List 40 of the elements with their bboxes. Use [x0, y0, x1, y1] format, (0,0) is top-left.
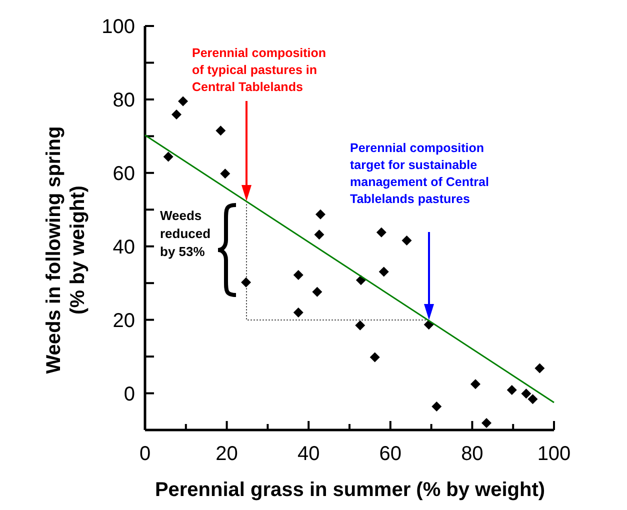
annotation: Perennial composition target for sustainable management of Central Tablelands pastures	[350, 141, 489, 206]
point	[178, 96, 188, 106]
y-tick-label: 80	[112, 89, 135, 112]
point	[470, 379, 480, 390]
point	[293, 270, 304, 280]
point	[376, 227, 386, 238]
x-tick-label: 0	[139, 443, 151, 465]
point	[312, 286, 322, 297]
y-tick-label: 20	[112, 310, 135, 332]
y-tick-label: 0	[124, 383, 135, 406]
x-tick-label: 60	[379, 443, 402, 465]
annotation: Weeds reduced by 53%	[160, 208, 211, 259]
point	[528, 394, 538, 404]
point	[506, 384, 517, 395]
point	[241, 277, 252, 288]
point	[378, 266, 389, 277]
point	[171, 110, 182, 120]
y-tick-label: 60	[112, 162, 135, 185]
point	[220, 168, 230, 179]
x-tick-label: 20	[216, 443, 238, 465]
x-tick-label: 40	[297, 443, 320, 465]
x-tick-label: 80	[461, 443, 484, 465]
x-tick-label: 100	[537, 443, 571, 465]
point	[216, 126, 226, 136]
y-axis-title: Weeds in following spring (% by weight)	[43, 126, 89, 374]
point	[402, 235, 412, 246]
point	[521, 388, 532, 399]
point	[432, 401, 442, 412]
point	[163, 152, 174, 162]
point	[355, 320, 366, 330]
point	[370, 352, 380, 362]
y-tick-label: 100	[102, 16, 135, 38]
point	[534, 363, 545, 374]
point	[315, 209, 326, 220]
x-axis-title: Perennial grass in summer (% by weight)	[154, 479, 546, 501]
point	[482, 418, 492, 428]
point	[293, 307, 304, 318]
y-tick-label: 40	[112, 236, 135, 258]
annotation: Perennial composition of typical pastures in Central Tablelands	[192, 46, 326, 94]
point	[314, 230, 324, 240]
